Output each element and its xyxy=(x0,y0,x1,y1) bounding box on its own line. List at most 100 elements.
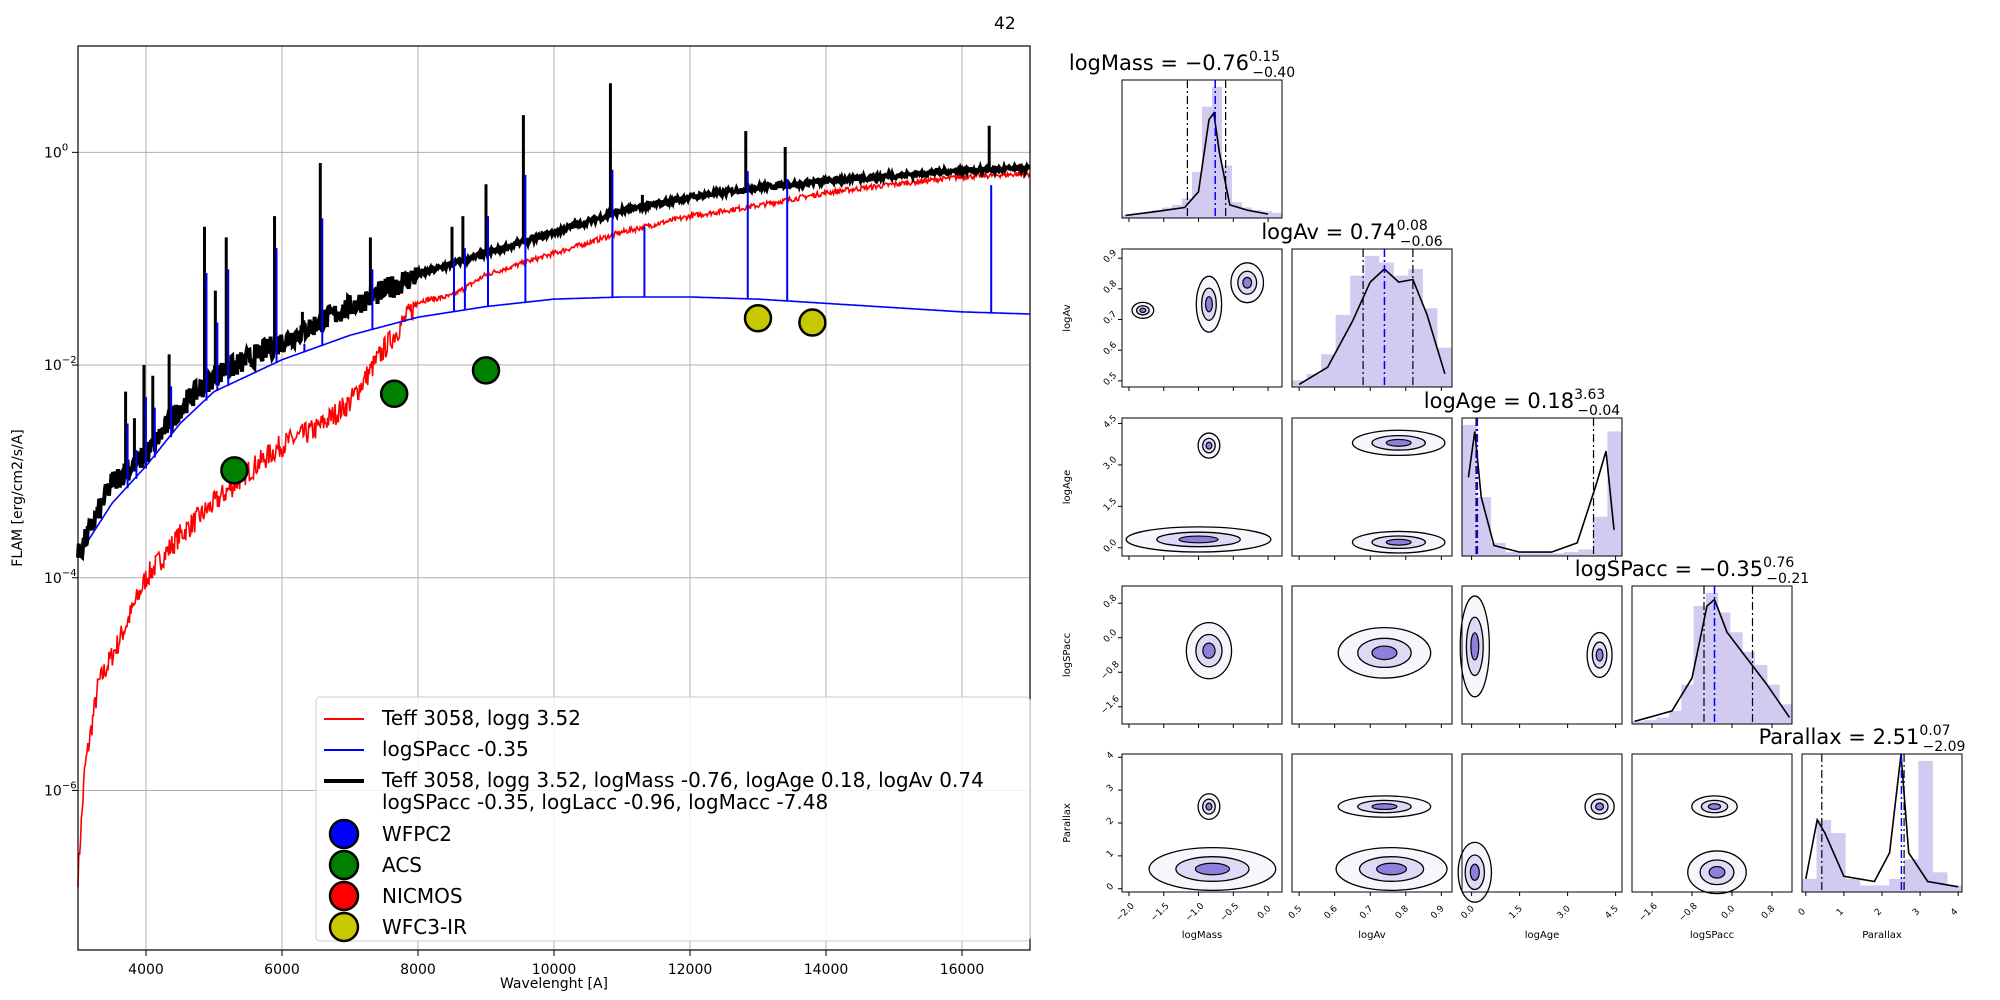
corner-x-tick-label: 2 xyxy=(1873,907,1884,918)
joint-subplot: −1.6 −0.8 0.0 0.8 logSPacc xyxy=(1062,585,1283,728)
corner-x-tick-label: 4.5 xyxy=(1604,904,1621,921)
joint-subplot: 0.0 1.5 3.0 4.5 logAge xyxy=(1457,753,1623,941)
legend-marker-swatch xyxy=(328,911,360,943)
legend-line-label: Teff 3058, logg 3.52, logMass -0.76, log… xyxy=(381,768,984,792)
corner-x-axis-label: logSPacc xyxy=(1690,930,1734,941)
hist-bar xyxy=(1422,308,1438,387)
hist-bar xyxy=(1252,210,1262,218)
subplot-frame xyxy=(1461,585,1623,725)
joint-subplot: 0.5 0.6 0.7 0.8 0.9 logAv xyxy=(1062,248,1283,391)
legend-line-label: logSPacc -0.35 xyxy=(382,737,529,761)
corner-x-tick-label: 0.0 xyxy=(1256,904,1273,921)
legend-marker-label: NICMOS xyxy=(382,884,463,908)
corner-x-tick-label: 0.5 xyxy=(1287,904,1304,921)
title-name: Parallax = 2.51 xyxy=(1759,725,1920,749)
sed-frame xyxy=(77,45,1031,951)
joint-subplot xyxy=(1459,585,1623,728)
subplot-frame xyxy=(1631,753,1793,893)
corner-x-axis-label: Parallax xyxy=(1862,930,1902,941)
corner-x-tick-label: 3 xyxy=(1911,907,1922,918)
hist-bar xyxy=(1462,424,1477,556)
hist-bar xyxy=(1947,885,1962,892)
y-tick-label: 10−2 xyxy=(44,355,77,374)
contour-inner xyxy=(1469,863,1480,881)
photometry-point xyxy=(220,456,249,485)
hist-bar xyxy=(1644,720,1657,724)
hist-bar xyxy=(1845,878,1861,892)
subplot-frame xyxy=(1291,585,1453,725)
hist-bar xyxy=(1202,106,1212,218)
title-name: logAv = 0.74 xyxy=(1261,220,1396,244)
joint-subplot: 0.5 0.6 0.7 0.8 0.9 logAv xyxy=(1287,753,1453,941)
sed-panel: 4000 6000 8000 10000 12000 14000 16000 100 10−2 1… xyxy=(10,45,1031,992)
title-upper: 0.08 xyxy=(1397,218,1428,234)
hist-bar xyxy=(1122,215,1132,218)
corner-y-axis-label: logSPacc xyxy=(1062,633,1073,677)
corner-y-tick-label: 4.5 xyxy=(1102,414,1119,431)
x-tick-label: 6000 xyxy=(264,962,300,978)
x-tick-label: 14000 xyxy=(804,962,849,978)
subplot-frame xyxy=(1291,417,1453,557)
hist-bar xyxy=(1563,552,1579,556)
subplot-frame xyxy=(1121,417,1283,557)
corner-x-axis-label: logAge xyxy=(1525,930,1560,941)
y-axis-label: FLAM [erg/cm2/s/A] xyxy=(10,429,26,566)
corner-x-tick-label: 4 xyxy=(1949,907,1960,918)
corner-y-tick-label: 2 xyxy=(1105,816,1116,827)
title-name: logSPacc = −0.35 xyxy=(1575,557,1763,581)
legend-line-label: Teff 3058, logg 3.52 xyxy=(381,706,581,730)
corner-x-tick-label: −1.0 xyxy=(1184,901,1207,924)
contour-inner xyxy=(1371,803,1398,811)
contour-inner xyxy=(1139,307,1147,314)
hist-bar xyxy=(1142,212,1152,218)
contour-inner xyxy=(1371,645,1398,661)
corner-y-tick-label: 0.6 xyxy=(1102,340,1119,357)
legend-marker-label: ACS xyxy=(382,853,422,877)
y-tick-exponent: −2 xyxy=(62,355,77,366)
hist-bar xyxy=(1212,86,1222,219)
title-lower: −0.04 xyxy=(1577,403,1620,419)
hist-bar xyxy=(1476,497,1492,556)
corner-x-tick-label: 0.8 xyxy=(1394,904,1411,921)
hist-bar xyxy=(1718,612,1731,724)
hist-bar xyxy=(1889,878,1904,892)
subplot-frame xyxy=(1631,585,1793,725)
y-tick-label: 10−6 xyxy=(44,780,77,799)
x-tick-label: 8000 xyxy=(400,962,436,978)
hist-bar xyxy=(1505,552,1521,556)
hist-bar xyxy=(1903,859,1919,892)
contour-inner xyxy=(1385,538,1412,546)
joint-subplot xyxy=(1291,585,1453,728)
corner-x-tick-label: 0.0 xyxy=(1460,904,1477,921)
title-upper: 0.76 xyxy=(1763,555,1794,571)
title-upper: 3.63 xyxy=(1574,387,1605,403)
contour-inner xyxy=(1204,296,1213,313)
kde-curve xyxy=(1125,111,1269,217)
hist-bar xyxy=(1242,207,1252,218)
title-name: logMass = −0.76 xyxy=(1069,51,1249,75)
hist-bar xyxy=(1860,885,1875,892)
title-upper: 0.15 xyxy=(1249,49,1280,65)
legend-marker-label: WFC3-IR xyxy=(382,915,467,939)
contour-inner xyxy=(1205,802,1213,811)
hist-bar xyxy=(1162,207,1172,218)
hist-bar xyxy=(1607,431,1622,556)
hist-bar xyxy=(1918,760,1933,892)
hist-bar xyxy=(1656,717,1669,724)
subplot-frame xyxy=(1461,417,1623,557)
contour-inner xyxy=(1205,441,1213,450)
hist-bar xyxy=(1321,354,1336,387)
title-lower: −0.06 xyxy=(1400,234,1443,250)
hist-bar xyxy=(1408,269,1423,387)
hist-bar xyxy=(1705,592,1719,724)
corner-x-tick-label: 1.5 xyxy=(1508,904,1525,921)
marginal-title: logMass = −0.760.15 −0.40 xyxy=(1069,49,1295,81)
joint-subplot xyxy=(1291,417,1453,560)
marginal-title: logSPacc = −0.350.76 −0.21 xyxy=(1575,555,1809,587)
marginal-title: logAv = 0.740.08 −0.06 xyxy=(1261,218,1442,250)
corner-y-tick-label: 1 xyxy=(1105,849,1116,860)
legend-marker-swatch xyxy=(328,880,360,912)
title-upper: 0.07 xyxy=(1919,723,1950,739)
marginal-subplot: logAv = 0.740.08 −0.06 xyxy=(1261,218,1453,391)
